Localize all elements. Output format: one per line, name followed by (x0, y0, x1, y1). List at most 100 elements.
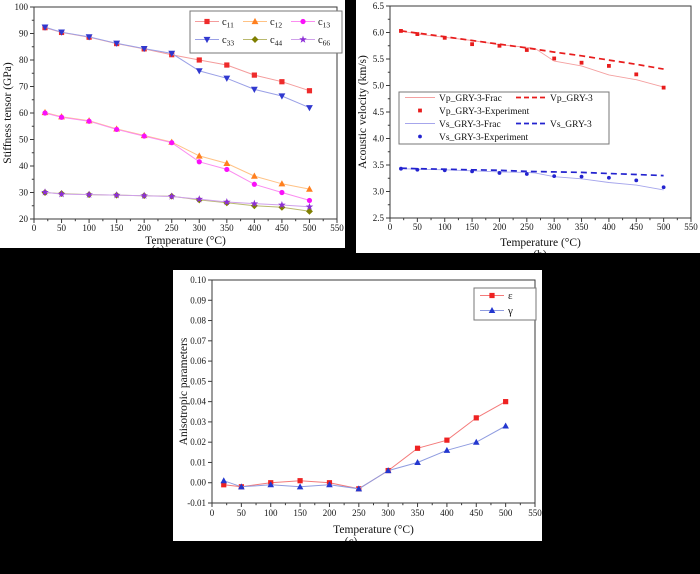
chart-b-x-title: Temperature (°C) (500, 237, 581, 249)
svg-text:2.5: 2.5 (373, 213, 385, 223)
svg-text:550: 550 (528, 508, 542, 518)
svg-text:400: 400 (602, 222, 616, 232)
svg-text:50: 50 (413, 222, 423, 232)
chart-a-series-c13 (42, 110, 313, 204)
svg-text:4.0: 4.0 (373, 134, 385, 144)
svg-text:c44: c44 (270, 35, 282, 48)
svg-text:500: 500 (303, 223, 317, 233)
chart-c-svg: 0 50 100 150 200 250 300 350 400 450 500 550 -0.01 0.… (178, 275, 542, 541)
svg-text:ε: ε (508, 290, 513, 302)
svg-text:Vp_GRY-3-Experiment: Vp_GRY-3-Experiment (439, 107, 530, 117)
svg-text:0: 0 (388, 222, 393, 232)
svg-text:550: 550 (330, 223, 344, 233)
svg-text:450: 450 (275, 223, 289, 233)
chart-b-series-Vs_GRY-3-Experiment (399, 166, 666, 190)
chart-b-panel: 0 50 100 150 200 250 300 350 400 450 500 550 2.5 3.0 3… (356, 0, 700, 253)
svg-text:6.0: 6.0 (373, 28, 385, 38)
chart-a-caption-cropped: (a) (152, 244, 165, 248)
svg-text:400: 400 (440, 508, 454, 518)
chart-c-y-title: Anisotropic parameters (178, 337, 190, 445)
chart-c-x-title: Temperature (°C) (333, 524, 414, 536)
svg-text:5.0: 5.0 (373, 81, 385, 91)
chart-a-svg: 0 50 100 150 200 250 300 350 400 450 500 550 20 30 40 5… (2, 2, 344, 248)
svg-text:500: 500 (657, 222, 671, 232)
chart-b-caption-cropped: (b) (533, 249, 547, 253)
chart-a-series-c33 (41, 24, 313, 112)
svg-text:550: 550 (684, 222, 698, 232)
svg-text:150: 150 (293, 508, 307, 518)
svg-text:0: 0 (210, 508, 215, 518)
svg-text:3.0: 3.0 (373, 187, 385, 197)
svg-text:500: 500 (499, 508, 513, 518)
svg-text:4.5: 4.5 (373, 107, 385, 117)
svg-text:100: 100 (82, 223, 96, 233)
svg-text:400: 400 (248, 223, 262, 233)
svg-text:c66: c66 (318, 35, 330, 48)
svg-text:0.02: 0.02 (190, 437, 206, 447)
svg-text:0.01: 0.01 (190, 457, 206, 467)
svg-text:Vp_GRY-3: Vp_GRY-3 (550, 94, 593, 104)
chart-a-y-axis: 20 30 40 50 60 70 80 90 100 (15, 2, 34, 224)
chart-b-y-title: Acoustic velocity (km/s) (357, 55, 369, 169)
svg-text:-0.01: -0.01 (187, 498, 206, 508)
svg-text:250: 250 (165, 223, 179, 233)
svg-text:450: 450 (630, 222, 644, 232)
svg-text:450: 450 (470, 508, 484, 518)
svg-text:150: 150 (465, 222, 479, 232)
svg-text:Vs_GRY-3: Vs_GRY-3 (550, 120, 592, 130)
svg-text:250: 250 (520, 222, 534, 232)
chart-b-svg: 0 50 100 150 200 250 300 350 400 450 500 550 2.5 3.0 3… (357, 1, 698, 253)
svg-text:300: 300 (381, 508, 395, 518)
svg-text:350: 350 (220, 223, 234, 233)
svg-text:60: 60 (19, 108, 29, 118)
chart-a-series-c12 (41, 108, 313, 192)
svg-text:100: 100 (438, 222, 452, 232)
svg-text:30: 30 (19, 188, 29, 198)
chart-c-x-axis: 0 50 100 150 200 250 300 350 400 450 500 550 (210, 503, 542, 518)
chart-a-legend: c11 c12 c13 c33 c44 c66 (189, 10, 343, 54)
svg-text:Vs_GRY-3-Experiment: Vs_GRY-3-Experiment (439, 133, 529, 143)
svg-text:300: 300 (547, 222, 561, 232)
svg-text:3.5: 3.5 (373, 160, 385, 170)
chart-b-legend: Vp_GRY-3-Frac Vp_GRY-3 Vp_GRY-3-Experiment… (398, 91, 610, 145)
svg-text:90: 90 (19, 29, 29, 39)
chart-c-y-axis: -0.01 0.00 0.01 0.02 0.03 0.04 0.05 0.06 0.07 0.0… (187, 275, 212, 508)
svg-text:Vs_GRY-3-Frac: Vs_GRY-3-Frac (439, 120, 501, 130)
svg-text:0.09: 0.09 (190, 295, 206, 305)
chart-b-y-axis: 2.5 3.0 3.5 4.0 4.5 5.0 5.5 6.0 6.5 (373, 1, 390, 223)
chart-a-series-c44 (41, 189, 313, 215)
svg-text:Vp_GRY-3-Frac: Vp_GRY-3-Frac (439, 94, 502, 104)
chart-c-legend: εγ (473, 287, 537, 321)
chart-b-series-Vp_GRY-3-Experiment (399, 29, 666, 90)
chart-a-series-c66 (41, 188, 314, 211)
svg-text:70: 70 (19, 82, 29, 92)
svg-text:100: 100 (15, 2, 29, 12)
svg-text:200: 200 (323, 508, 337, 518)
chart-a-x-title: Temperature (°C) (145, 235, 226, 247)
svg-text:0.06: 0.06 (190, 356, 206, 366)
svg-text:0.08: 0.08 (190, 316, 206, 326)
svg-text:0.05: 0.05 (190, 376, 206, 386)
svg-text:200: 200 (493, 222, 507, 232)
svg-text:5.5: 5.5 (373, 54, 385, 64)
chart-a-x-axis: 0 50 100 150 200 250 300 350 400 450 500 550 (32, 219, 344, 233)
svg-text:c12: c12 (270, 17, 282, 30)
chart-b-series-Vp_GRY-3 (400, 30, 664, 70)
svg-text:0: 0 (32, 223, 37, 233)
chart-b-series-Vp_GRY-3-Frac (400, 30, 664, 88)
svg-text:250: 250 (352, 508, 366, 518)
svg-text:0.04: 0.04 (190, 397, 206, 407)
svg-text:40: 40 (19, 161, 29, 171)
chart-c-panel: 0 50 100 150 200 250 300 350 400 450 500 550 -0.01 0.… (173, 270, 542, 541)
chart-c-series-gamma (220, 422, 509, 492)
svg-text:350: 350 (411, 508, 425, 518)
svg-text:c11: c11 (222, 17, 234, 30)
svg-text:0.10: 0.10 (190, 275, 206, 285)
svg-text:50: 50 (19, 135, 29, 145)
chart-a-y-title: Stiffness tensor (GPa) (2, 62, 14, 164)
svg-text:c33: c33 (222, 35, 234, 48)
svg-text:γ: γ (507, 305, 513, 317)
chart-c-caption-cropped: (c) (345, 536, 358, 541)
svg-text:80: 80 (19, 55, 29, 65)
